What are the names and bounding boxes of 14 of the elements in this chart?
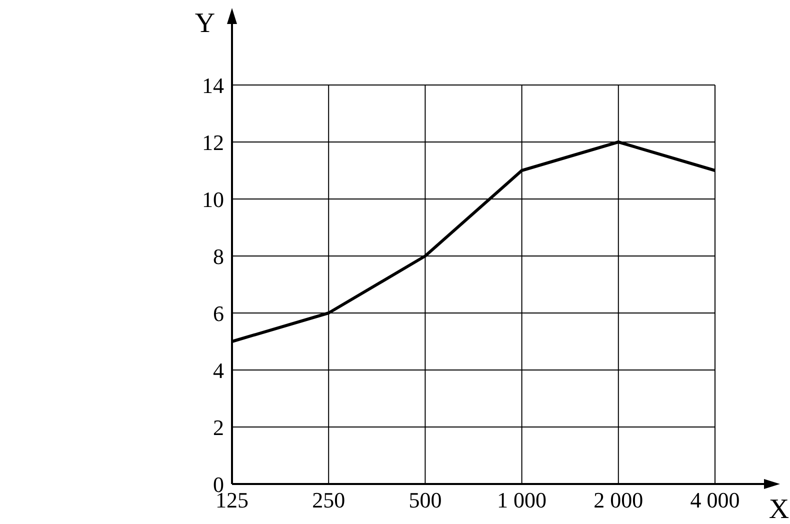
x-tick-label: 2 000	[594, 488, 644, 513]
x-tick-label: 1 000	[497, 488, 547, 513]
x-axis-title: X	[768, 494, 790, 524]
y-tick-label: 4	[213, 358, 224, 383]
x-tick-label: 4 000	[690, 488, 740, 513]
y-axis-title: Y	[194, 8, 216, 39]
y-tick-label: 10	[202, 186, 224, 212]
y-tick-label: 8	[213, 244, 224, 269]
x-tick-label: 250	[312, 488, 346, 513]
y-tick-label: 14	[202, 72, 224, 98]
y-tick-label: 6	[213, 300, 224, 326]
x-tick-label: 500	[408, 488, 442, 513]
y-tick-label: 12	[202, 130, 224, 155]
y-tick-label: 2	[213, 414, 224, 440]
